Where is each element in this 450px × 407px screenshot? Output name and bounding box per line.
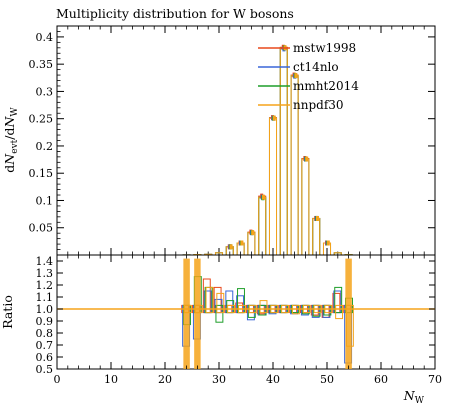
histogram-bar-ct14nlo	[279, 48, 288, 256]
x-tick-label: 0	[54, 373, 61, 386]
y-tick-label: 0.2	[36, 140, 54, 153]
ratio-y-tick-label: 1.0	[36, 303, 54, 316]
main-plot-frame	[56, 25, 436, 256]
ratio-stat-error-band	[183, 258, 190, 369]
ratio-band-nnpdf30	[216, 292, 225, 314]
y-tick-label: 0.3	[36, 85, 54, 98]
ratio-band-mmht2014	[215, 304, 224, 323]
y-axis-label: dNevt/dNW	[2, 107, 20, 173]
legend-label-ct14nlo: ct14nlo	[293, 60, 339, 74]
ratio-band-mmht2014	[258, 304, 267, 316]
bin-marker-nnpdf30	[262, 194, 265, 200]
svg-text:dNevt/dNW: dNevt/dNW	[2, 107, 20, 173]
histogram-bar-nnpdf30	[258, 196, 267, 256]
histogram-bar-mstw1998	[279, 46, 288, 256]
y-tick-label: 0.05	[29, 222, 54, 235]
bin-marker-nnpdf30	[305, 156, 309, 162]
histogram-bar-mstw1998	[312, 217, 321, 256]
x-tick-label: 70	[428, 373, 442, 386]
histogram-bar-ct14nlo	[268, 117, 278, 256]
histogram-bar-mstw1998	[268, 117, 278, 256]
histogram-bar-mmht2014	[312, 217, 321, 256]
bin-marker-nnpdf30	[316, 215, 319, 221]
histogram-bar-ct14nlo	[312, 217, 321, 256]
histogram-bar-ct14nlo	[258, 196, 267, 256]
ratio-y-tick-label: 0.6	[36, 351, 54, 364]
ratio-band-nnpdf30	[335, 304, 344, 320]
legend: mstw1998 ct14nlo mmht2014 nnpdf30	[258, 41, 359, 112]
histogram-bar-mmht2014	[268, 117, 278, 256]
histogram-bar-mmht2014	[279, 47, 288, 256]
histogram-bar-nnpdf30	[279, 47, 288, 256]
ratio-axis-label: Ratio	[0, 295, 15, 329]
chart-title: Multiplicity distribution for W bosons	[56, 6, 294, 21]
ratio-plot-panel: 0.50.60.70.80.91.01.11.21.31.4 0 10 20 30 40…	[36, 254, 442, 386]
ratio-y-tick-label: 1.4	[36, 255, 54, 268]
ratio-band-nnpdf30	[205, 286, 214, 314]
bin-marker-nnpdf30	[294, 73, 298, 79]
ratio-y-tick-label: 1.2	[36, 279, 54, 292]
ratio-y-tick-label: 1.1	[36, 291, 54, 304]
histogram-bar-nnpdf30	[301, 158, 310, 256]
bin-marker-nnpdf30	[251, 230, 255, 236]
x-tick-label: 40	[266, 373, 280, 386]
svg-text:NW: NW	[403, 388, 425, 406]
y-tick-label: 0.35	[29, 58, 54, 71]
bin-marker-nnpdf30	[240, 240, 244, 246]
ratio-band-mmht2014	[334, 286, 343, 314]
legend-label-mmht2014: mmht2014	[293, 79, 359, 93]
y-tick-label: 0.1	[36, 194, 54, 207]
histogram-bar-ct14nlo	[301, 158, 310, 256]
ratio-stat-error-band	[345, 258, 352, 369]
x-tick-label: 50	[320, 373, 334, 386]
ratio-plot-frame	[56, 254, 436, 370]
bin-marker-nnpdf30	[272, 115, 276, 121]
y-tick-label: 0.25	[29, 113, 54, 126]
ratio-y-tick-label: 1.3	[36, 267, 54, 280]
x-tick-label: 20	[158, 373, 172, 386]
bin-marker-nnpdf30	[326, 240, 330, 246]
histogram-bar-mmht2014	[301, 158, 310, 256]
bin-marker-nnpdf30	[229, 244, 233, 250]
ratio-y-tick-label: 0.8	[36, 327, 54, 340]
legend-label-mstw1998: mstw1998	[293, 41, 356, 55]
ratio-y-tick-label: 0.5	[36, 363, 54, 376]
x-tick-label: 10	[104, 373, 118, 386]
y-tick-label: 0.4	[36, 31, 54, 44]
legend-label-nnpdf30: nnpdf30	[293, 98, 344, 112]
x-tick-label: 60	[374, 373, 388, 386]
ratio-stat-error-band	[194, 258, 201, 369]
histogram-bar-mstw1998	[258, 195, 267, 256]
x-axis-label: NW	[403, 388, 425, 406]
histogram-bar-mstw1998	[301, 157, 310, 256]
x-tick-label: 30	[212, 373, 226, 386]
histogram-bar-nnpdf30	[312, 217, 321, 256]
histogram-bar-nnpdf30	[268, 117, 278, 256]
ratio-y-tick-label: 0.9	[36, 315, 54, 328]
ratio-y-tick-label: 0.7	[36, 339, 54, 352]
ratio-band-nnpdf30	[259, 300, 268, 314]
histogram-bar-mmht2014	[258, 197, 267, 256]
y-tick-label: 0.15	[29, 167, 54, 180]
main-plot-panel: 0.05 0.1 0.15 0.2 0.25 0.3 0.35 0.4	[29, 25, 436, 256]
